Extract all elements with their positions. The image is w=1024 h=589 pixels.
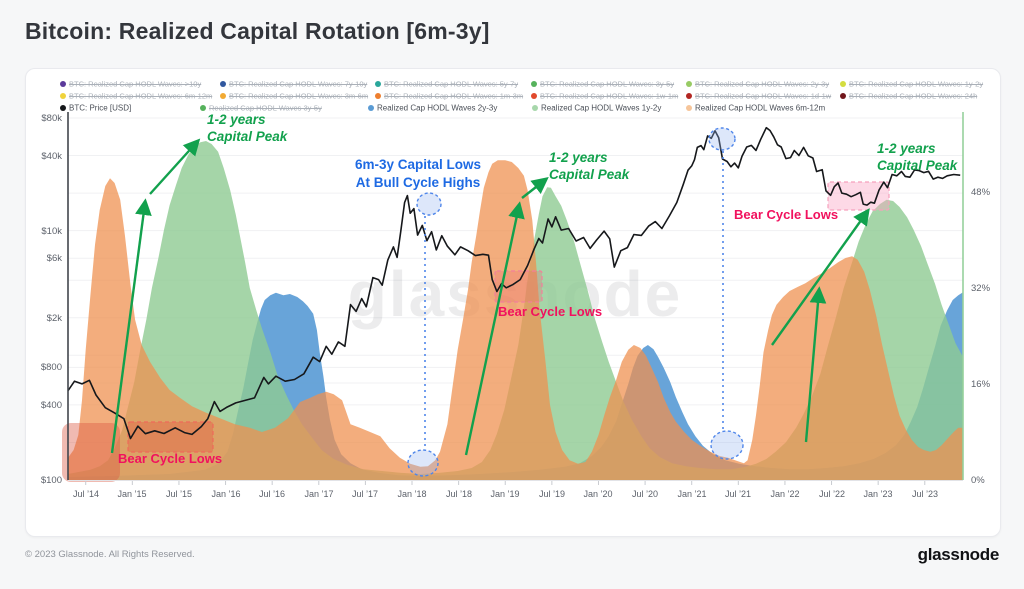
legend-label: BTC: Realized Cap HODL Waves: 24h: [849, 91, 978, 101]
legend-item-0-2[interactable]: BTC: Realized Cap HODL Waves: 5y-7y: [375, 79, 518, 89]
legend-label: BTC: Realized Cap HODL Waves: >10y: [69, 79, 202, 89]
legend-label: BTC: Realized Cap HODL Waves: 1y-2y: [849, 79, 984, 89]
legend-dot: [200, 105, 206, 112]
page-title: Bitcoin: Realized Capital Rotation [6m-3…: [25, 18, 490, 44]
legend-label: Realized Cap HODL Waves 6m-12m: [695, 103, 826, 113]
legend-label: BTC: Realized Cap HODL Waves: 5y-7y: [384, 79, 519, 89]
legend-dot: [840, 81, 846, 88]
legend-dot: [220, 81, 226, 88]
legend-item-2-3[interactable]: Realized Cap HODL Waves 1y-2y: [532, 103, 661, 112]
legend-label: Realized Cap HODL Waves 2y-3y: [377, 103, 498, 113]
legend-label: BTC: Price [USD]: [69, 103, 132, 113]
legend-item-1-5[interactable]: BTC: Realized Cap HODL Waves: 24h: [840, 91, 977, 101]
legend-item-2-1[interactable]: Realized Cap HODL Waves 3y-5y: [200, 103, 322, 113]
chart-card: [25, 68, 1001, 537]
legend-item-2-0[interactable]: BTC: Price [USD]: [60, 103, 131, 112]
legend-item-1-1[interactable]: BTC: Realized Cap HODL Waves: 3m-6m: [220, 91, 368, 101]
legend-item-1-4[interactable]: BTC: Realized Cap HODL Waves: 1d-1w: [686, 91, 831, 101]
legend-label: Realized Cap HODL Waves 1y-2y: [541, 103, 662, 113]
legend-label: BTC: Realized Cap HODL Waves: 1w-1m: [540, 91, 679, 101]
legend-item-2-2[interactable]: Realized Cap HODL Waves 2y-3y: [368, 103, 497, 112]
legend-label: BTC: Realized Cap HODL Waves: 6m-12m: [69, 91, 213, 101]
legend-dot: [375, 81, 381, 88]
glassnode-logo: glassnode: [917, 545, 1000, 564]
legend-dot: [60, 104, 66, 111]
legend-dot: [60, 81, 66, 88]
legend-label: BTC: Realized Cap HODL Waves: 1m-3m: [384, 91, 524, 101]
legend-label: BTC: Realized Cap HODL Waves: 7y-10y: [229, 79, 368, 89]
legend-dot: [60, 93, 66, 100]
legend-item-0-3[interactable]: BTC: Realized Cap HODL Waves: 3y-5y: [531, 79, 674, 89]
legend-label: BTC: Realized Cap HODL Waves: 2y-3y: [695, 79, 830, 89]
legend-dot: [686, 104, 692, 111]
legend-dot: [840, 93, 846, 100]
legend-dot: [220, 93, 226, 100]
legend-label: BTC: Realized Cap HODL Waves: 1d-1w: [695, 91, 832, 101]
legend-item-1-3[interactable]: BTC: Realized Cap HODL Waves: 1w-1m: [531, 91, 678, 101]
copyright-text: © 2023 Glassnode. All Rights Reserved.: [25, 549, 195, 560]
legend-item-1-2[interactable]: BTC: Realized Cap HODL Waves: 1m-3m: [375, 91, 523, 101]
legend-label: Realized Cap HODL Waves 3y-5y: [209, 103, 322, 113]
legend-item-2-4[interactable]: Realized Cap HODL Waves 6m-12m: [686, 103, 825, 112]
legend-dot: [686, 93, 692, 100]
legend-dot: [531, 81, 537, 88]
legend-label: BTC: Realized Cap HODL Waves: 3m-6m: [229, 91, 369, 101]
legend-dot: [368, 104, 374, 111]
legend-item-1-0[interactable]: BTC: Realized Cap HODL Waves: 6m-12m: [60, 91, 212, 101]
legend-item-0-0[interactable]: BTC: Realized Cap HODL Waves: >10y: [60, 79, 201, 89]
legend-dot: [532, 104, 538, 111]
legend-item-0-5[interactable]: BTC: Realized Cap HODL Waves: 1y-2y: [840, 79, 983, 89]
legend-dot: [686, 81, 692, 88]
legend-item-0-4[interactable]: BTC: Realized Cap HODL Waves: 2y-3y: [686, 79, 829, 89]
legend-dot: [375, 93, 381, 100]
legend-item-0-1[interactable]: BTC: Realized Cap HODL Waves: 7y-10y: [220, 79, 367, 89]
legend-label: BTC: Realized Cap HODL Waves: 3y-5y: [540, 79, 675, 89]
legend-dot: [531, 93, 537, 100]
